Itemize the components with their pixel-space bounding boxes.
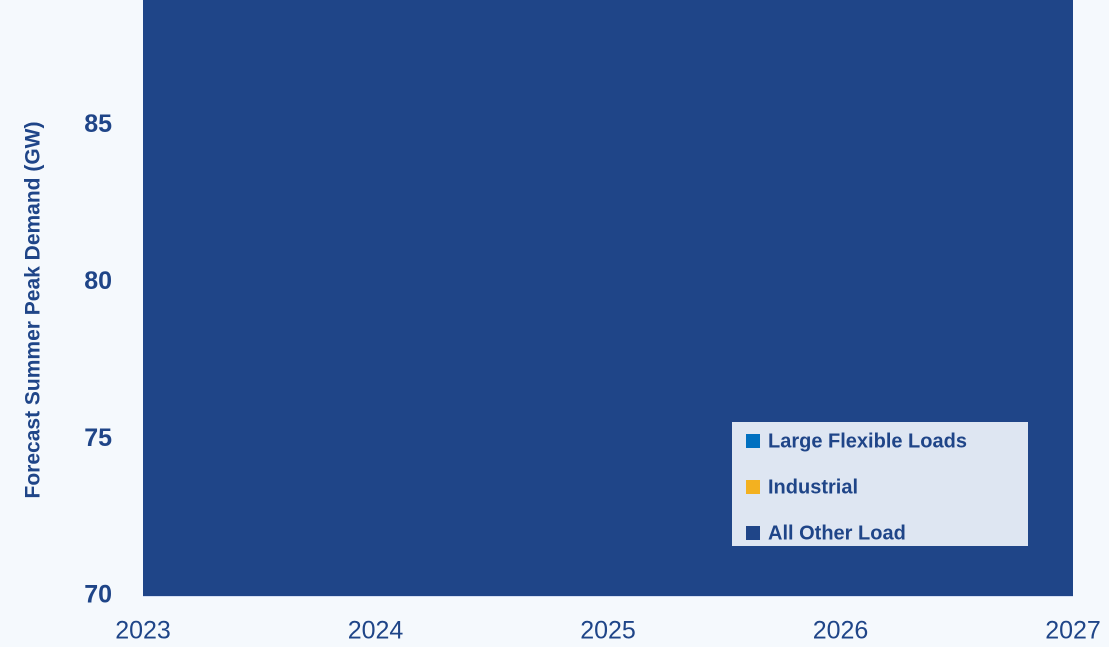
legend-swatch (746, 480, 760, 494)
y-tick-label: 75 (84, 424, 112, 452)
legend-label: All Other Load (768, 522, 906, 544)
legend-label: Large Flexible Loads (768, 430, 967, 452)
x-tick-label: 2025 (580, 617, 636, 645)
x-tick-label: 2027 (1045, 617, 1101, 645)
y-axis-label: Forecast Summer Peak Demand (GW) (22, 122, 45, 499)
y-tick-label: 80 (84, 267, 112, 295)
legend-box (732, 422, 1028, 546)
y-tick-label: 85 (84, 110, 112, 138)
legend-swatch (746, 526, 760, 540)
legend-swatch (746, 434, 760, 448)
x-tick-label: 2023 (115, 617, 171, 645)
x-tick-label: 2024 (348, 617, 404, 645)
y-tick-label: 70 (84, 581, 112, 609)
legend-label: Industrial (768, 476, 858, 498)
x-tick-label: 2026 (813, 617, 869, 645)
